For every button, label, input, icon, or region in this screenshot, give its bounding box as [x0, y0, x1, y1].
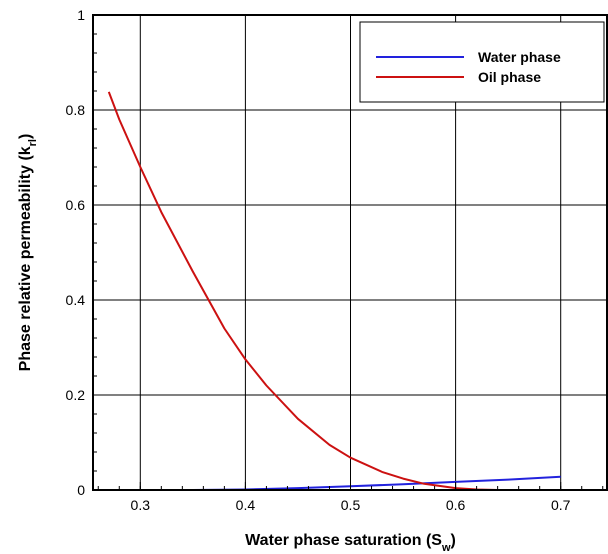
- y-axis-title-main: Phase relative permeability (k: [17, 146, 34, 371]
- y-axis-title-close: ): [17, 134, 34, 139]
- y-axis-title-subscript: rl: [27, 139, 39, 146]
- y-tick-label: 1: [77, 7, 85, 23]
- legend-label-water-phase: Water phase: [478, 49, 561, 65]
- axis-ticks: 0.3 0.4 0.5 0.6 0.7 0 0.2 0.4 0.6 0.8 1: [66, 7, 604, 513]
- plot-series: [107, 91, 561, 491]
- y-tick-label: 0.4: [66, 292, 86, 308]
- y-tick-label: 0.2: [66, 387, 86, 403]
- x-axis-title-subscript: w: [441, 542, 451, 554]
- series-line-water-phase: [108, 475, 561, 491]
- y-axis-title: Phase relative permeability (krl): [17, 134, 39, 372]
- x-tick-label: 0.5: [341, 497, 361, 513]
- x-axis-title-close: ): [451, 532, 456, 549]
- x-tick-label: 0.7: [551, 497, 571, 513]
- y-tick-label: 0.6: [66, 197, 86, 213]
- series-line-oil-phase: [107, 91, 509, 491]
- y-tick-label: 0.8: [66, 102, 86, 118]
- legend-box: [359, 21, 605, 103]
- legend-label-oil-phase: Oil phase: [478, 69, 541, 85]
- legend: Water phase Oil phase: [359, 21, 605, 103]
- x-axis-title-main: Water phase saturation (S: [245, 532, 442, 549]
- y-tick-label: 0: [77, 482, 85, 498]
- x-tick-label: 0.6: [446, 497, 466, 513]
- x-tick-label: 0.4: [236, 497, 256, 513]
- x-axis-title: Water phase saturation (Sw): [245, 532, 456, 554]
- x-tick-label: 0.3: [131, 497, 151, 513]
